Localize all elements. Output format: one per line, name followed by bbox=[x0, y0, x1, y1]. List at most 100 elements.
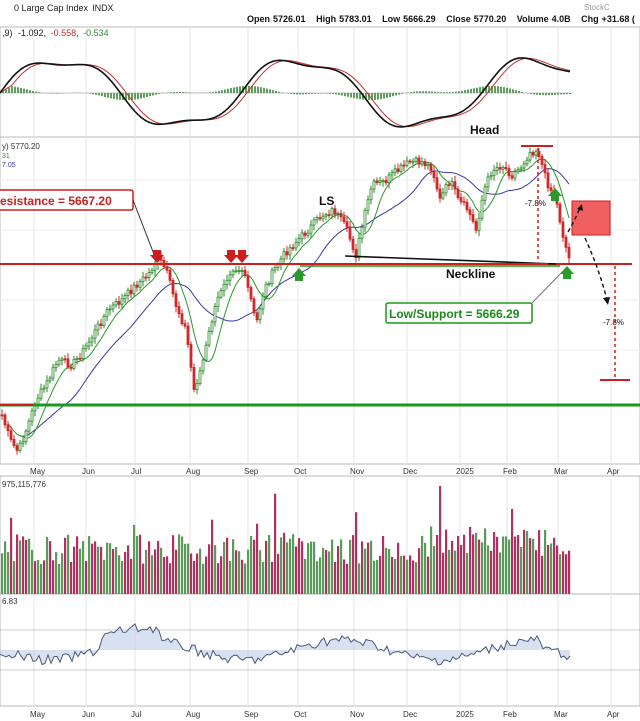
volume-bar bbox=[109, 543, 112, 594]
macd-histogram-bar bbox=[461, 90, 463, 93]
volume-bar bbox=[352, 535, 355, 594]
x-tick-label: Aug bbox=[186, 710, 200, 719]
macd-histogram-bar bbox=[2, 91, 4, 93]
volume-bar bbox=[271, 561, 274, 594]
macd-histogram-bar bbox=[389, 93, 391, 98]
price-label-ma-short: 31 bbox=[2, 153, 10, 160]
price-candle bbox=[483, 186, 487, 201]
macd-series bbox=[0, 57, 571, 128]
volume-bar bbox=[553, 537, 556, 594]
volume-bar bbox=[544, 529, 547, 594]
macd-histogram-bar bbox=[545, 93, 547, 96]
price-candle bbox=[99, 323, 103, 326]
price-candle bbox=[513, 171, 517, 179]
price-candle bbox=[0, 414, 4, 417]
macd-histogram-bar bbox=[218, 90, 220, 93]
macd-histogram-bar bbox=[227, 88, 229, 93]
macd-histogram-bar bbox=[485, 86, 487, 93]
price-candle bbox=[150, 269, 154, 273]
x-tick-label: Sep bbox=[244, 710, 259, 719]
x-axis-mid: May Jun Jul Aug Sep Oct Nov Dec 2025 Feb Mar Apr bbox=[30, 467, 620, 476]
volume-bar bbox=[487, 545, 490, 594]
price-candle bbox=[198, 370, 202, 384]
macd-histogram-bar bbox=[353, 93, 355, 99]
macd-histogram-bar bbox=[233, 87, 235, 93]
macd-label: ,9) -1.092, -0.558, -0.534 bbox=[2, 28, 109, 38]
macd-histogram-bar bbox=[176, 91, 178, 93]
price-candle bbox=[456, 188, 460, 198]
volume-bar bbox=[1, 553, 4, 594]
price-candle bbox=[354, 249, 358, 259]
macd-histogram-bar bbox=[506, 87, 508, 93]
price-candle bbox=[537, 151, 541, 157]
volume-bar bbox=[94, 541, 97, 594]
volume-bar bbox=[493, 532, 496, 594]
price-candle bbox=[3, 414, 7, 426]
volume-bar bbox=[55, 552, 58, 594]
volume-bar bbox=[382, 535, 385, 594]
macd-histogram-bar bbox=[344, 93, 346, 97]
volume-bar bbox=[292, 534, 295, 594]
price-label-ma-long: 7.05 bbox=[2, 162, 16, 169]
macd-histogram-bar bbox=[491, 85, 493, 93]
price-candle bbox=[357, 237, 361, 259]
price-candle bbox=[459, 197, 463, 202]
volume-bar bbox=[481, 542, 484, 594]
volume-bar bbox=[538, 530, 541, 594]
price-candle bbox=[195, 382, 199, 390]
price-candle bbox=[108, 308, 112, 311]
macd-histogram-bar bbox=[32, 90, 34, 93]
volume-bar bbox=[208, 544, 211, 594]
volume-bar bbox=[286, 542, 289, 594]
price-candle bbox=[348, 226, 352, 240]
volume-bar bbox=[349, 539, 352, 594]
macd-histogram-bar bbox=[341, 93, 343, 96]
price-candle bbox=[303, 232, 307, 236]
neckline-label: Neckline bbox=[446, 267, 496, 281]
price-candle bbox=[30, 410, 34, 422]
macd-histogram-bar bbox=[290, 93, 292, 94]
volume-bar bbox=[205, 556, 208, 594]
x-tick-label: Jul bbox=[131, 710, 141, 719]
volume-bar bbox=[241, 559, 244, 594]
price-candle bbox=[138, 281, 142, 288]
macd-histogram-bar bbox=[539, 93, 541, 96]
macd-histogram-bar bbox=[53, 93, 55, 94]
price-candle bbox=[207, 330, 211, 346]
price-candle bbox=[453, 181, 457, 190]
volume-bar bbox=[439, 486, 442, 594]
price-candle bbox=[6, 424, 10, 432]
macd-histogram-bar bbox=[221, 90, 223, 93]
macd-histogram-bar bbox=[152, 93, 154, 96]
volume-bar bbox=[319, 557, 322, 594]
volume-bar bbox=[154, 549, 157, 594]
rebound-path bbox=[567, 205, 582, 233]
macd-histogram-bar bbox=[377, 93, 379, 100]
x-tick-label: Apr bbox=[607, 710, 620, 719]
volume-bar bbox=[244, 563, 247, 594]
price-candle bbox=[378, 180, 382, 183]
macd-histogram-bar bbox=[356, 93, 358, 99]
volume-bar bbox=[559, 554, 562, 594]
volume-bar bbox=[175, 549, 178, 594]
volume-bar bbox=[457, 536, 460, 594]
volume-bar bbox=[541, 555, 544, 594]
pct-label-top: -7.8% bbox=[525, 199, 546, 208]
macd-histogram-bar bbox=[479, 87, 481, 93]
volume-bar bbox=[145, 549, 148, 594]
price-candle bbox=[300, 232, 304, 240]
price-candle bbox=[96, 323, 100, 331]
volume-bar bbox=[436, 535, 439, 594]
volume-bar bbox=[406, 559, 409, 594]
price-label: y) 5770.20 bbox=[2, 142, 40, 151]
price-candle bbox=[54, 364, 58, 369]
macd-histogram-bar bbox=[155, 93, 157, 95]
volume-bar bbox=[100, 546, 103, 594]
volume-bar bbox=[85, 561, 88, 594]
volume-bar bbox=[451, 541, 454, 594]
price-candle bbox=[510, 175, 514, 179]
macd-histogram-bar bbox=[212, 91, 214, 93]
macd-histogram-bar bbox=[452, 91, 454, 93]
price-candle bbox=[117, 301, 121, 305]
volume-bar bbox=[547, 544, 550, 594]
